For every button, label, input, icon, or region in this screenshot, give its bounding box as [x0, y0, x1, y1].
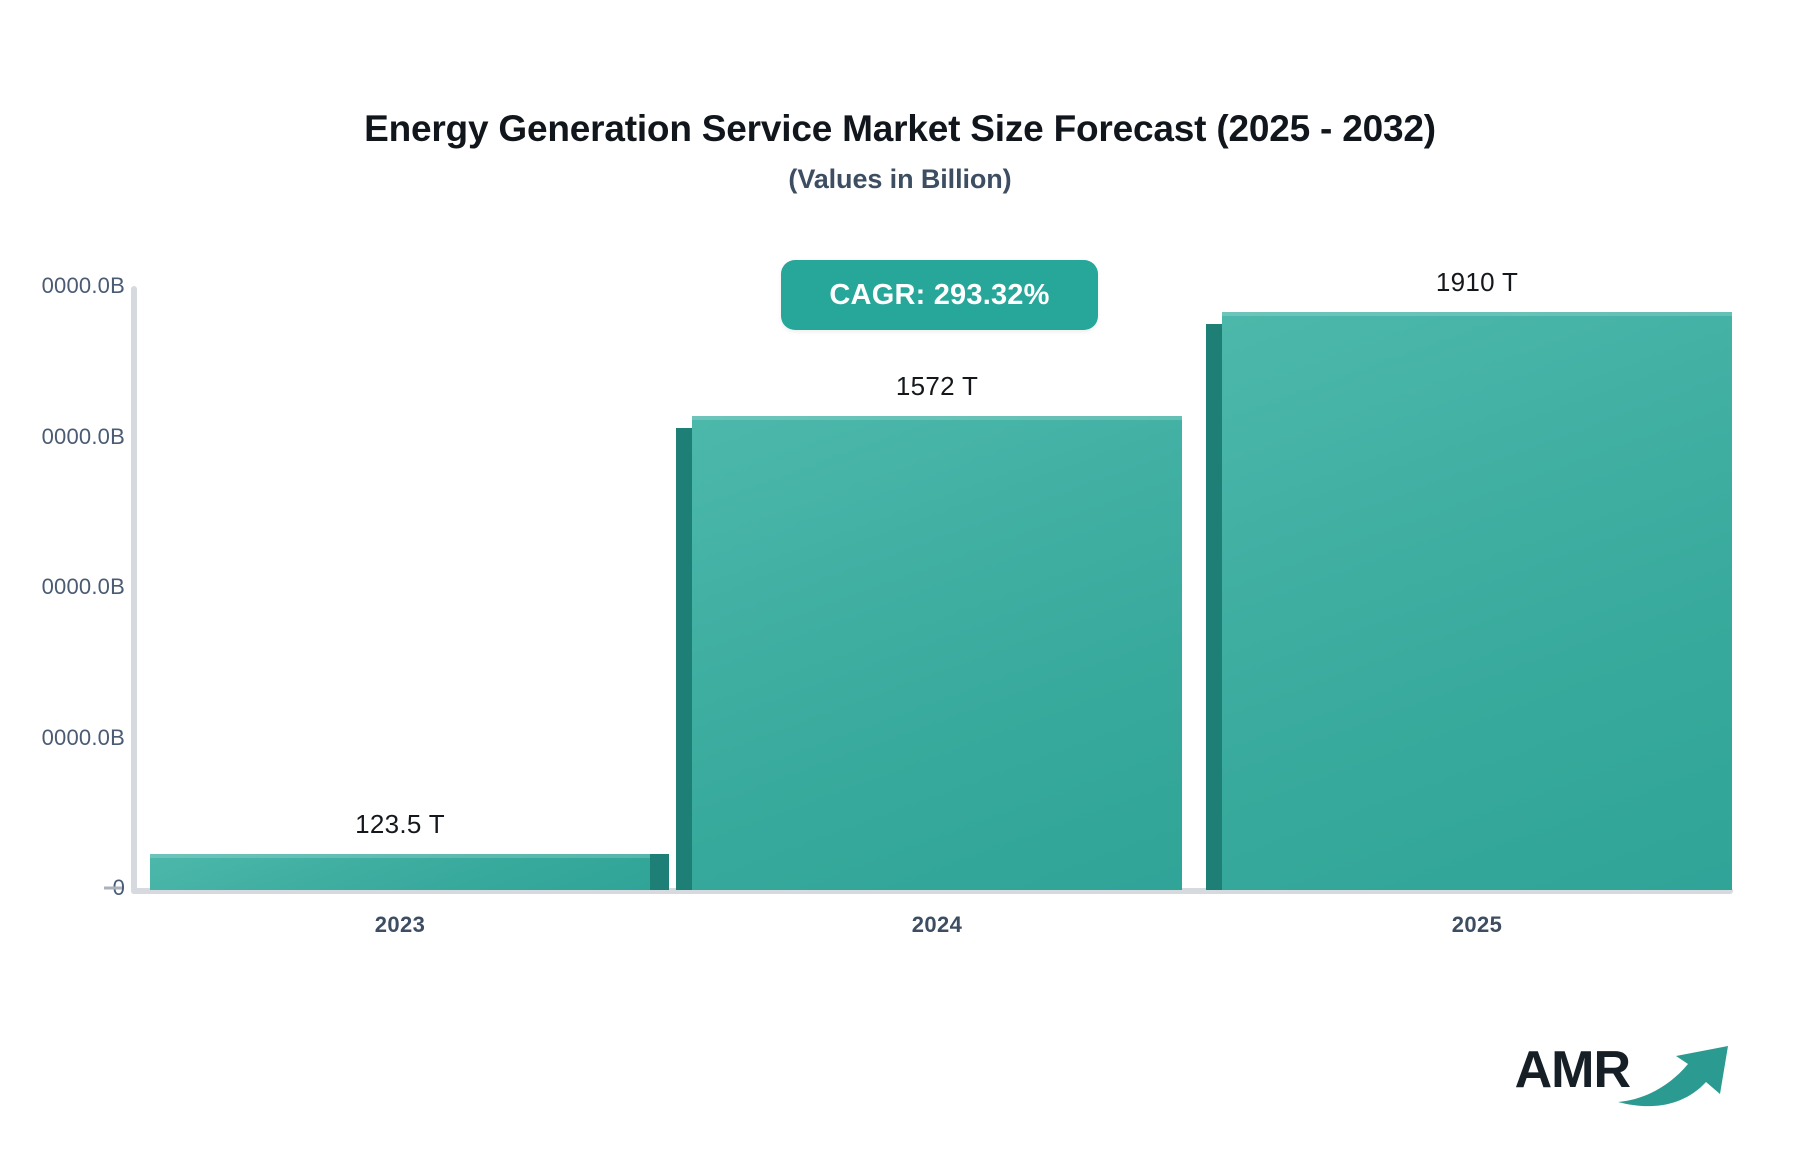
y-axis-tick-label: 0000.0B	[41, 423, 125, 449]
bar-value-label: 1572 T	[895, 371, 979, 401]
title-block: Energy Generation Service Market Size Fo…	[0, 108, 1800, 195]
y-axis-tick-label: 0000.0B	[41, 273, 125, 298]
y-axis-line	[131, 286, 137, 894]
cagr-badge: CAGR: 293.32%	[781, 260, 1098, 330]
bar-value-label: 123.5 T	[355, 809, 445, 839]
cagr-badge-label: CAGR: 293.32%	[829, 278, 1050, 311]
x-axis-category-label: 2025	[1451, 912, 1503, 937]
x-axis-category-label: 2024	[911, 912, 963, 937]
bar-side-face	[650, 854, 669, 890]
amr-logo-text: AMR	[1514, 1041, 1631, 1099]
y-axis-tick-mark	[104, 886, 122, 890]
y-axis-tick-label: 0000.0B	[41, 724, 125, 750]
y-axis-tick-label: 0000.0B	[41, 574, 125, 599]
bar-front-face	[150, 854, 650, 890]
bar-value-label: 1910 T	[1435, 267, 1519, 297]
bar-side-face	[1206, 324, 1222, 890]
bar-side-face	[676, 428, 692, 890]
bar-top-bevel	[692, 416, 1182, 420]
chart-subtitle: (Values in Billion)	[788, 164, 1012, 195]
bar-2025[interactable]: 1910 T 2025	[1206, 267, 1732, 937]
bar-2024[interactable]: 1572 T 2024	[676, 371, 1182, 937]
amr-logo: AMR	[1515, 1032, 1736, 1108]
bar-top-bevel	[1222, 312, 1732, 316]
bar-top-bevel	[150, 854, 650, 858]
bar-front-face	[1222, 312, 1732, 890]
page-title: Energy Generation Service Market Size Fo…	[364, 108, 1436, 149]
bar-front-face	[692, 416, 1182, 890]
bar-2023[interactable]: 123.5 T 2023	[150, 809, 669, 937]
x-axis-category-label: 2023	[374, 912, 426, 937]
growth-arrow-icon	[1618, 1046, 1728, 1107]
x-axis-line	[131, 888, 1733, 894]
